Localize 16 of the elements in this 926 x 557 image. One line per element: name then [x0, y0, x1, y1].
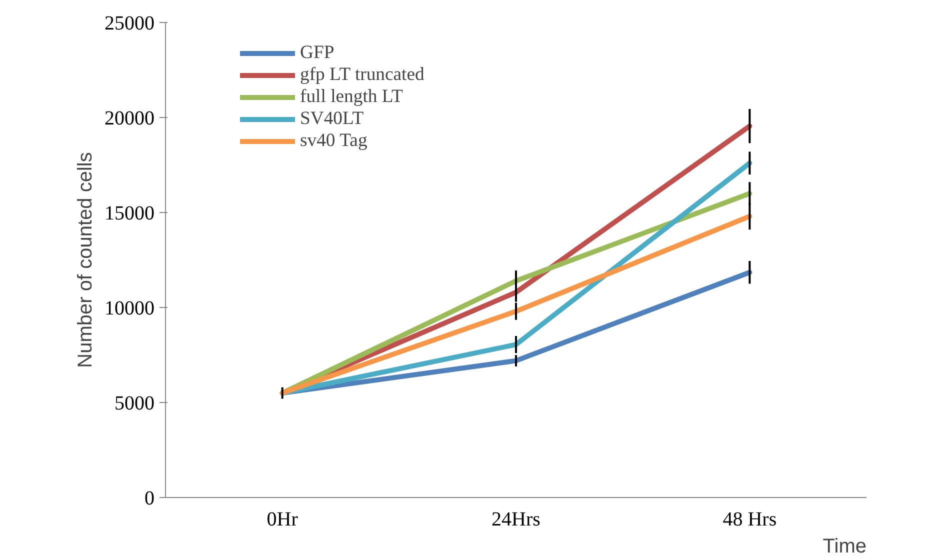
y-tick-label: 15000 [104, 202, 154, 224]
x-tick-label: 0Hr [266, 508, 298, 530]
y-tick-label: 10000 [104, 298, 154, 320]
y-tick-label: 20000 [104, 108, 154, 130]
legend-label: gfp LT truncated [300, 64, 424, 86]
y-axis-title: Number of counted cells [74, 152, 96, 368]
legend-label: full length LT [300, 86, 403, 108]
x-axis-title: Time [822, 536, 866, 557]
legend-label: SV40LT [300, 108, 364, 130]
y-tick-label: 25000 [104, 12, 154, 34]
legend-label: GFP [300, 42, 334, 64]
y-tick-label: 0 [144, 488, 154, 510]
legend-label: sv40 Tag [300, 130, 368, 152]
x-tick-label: 48 Hrs [722, 508, 777, 530]
x-tick-label: 24Hrs [492, 508, 541, 530]
y-tick-label: 5000 [114, 392, 154, 414]
